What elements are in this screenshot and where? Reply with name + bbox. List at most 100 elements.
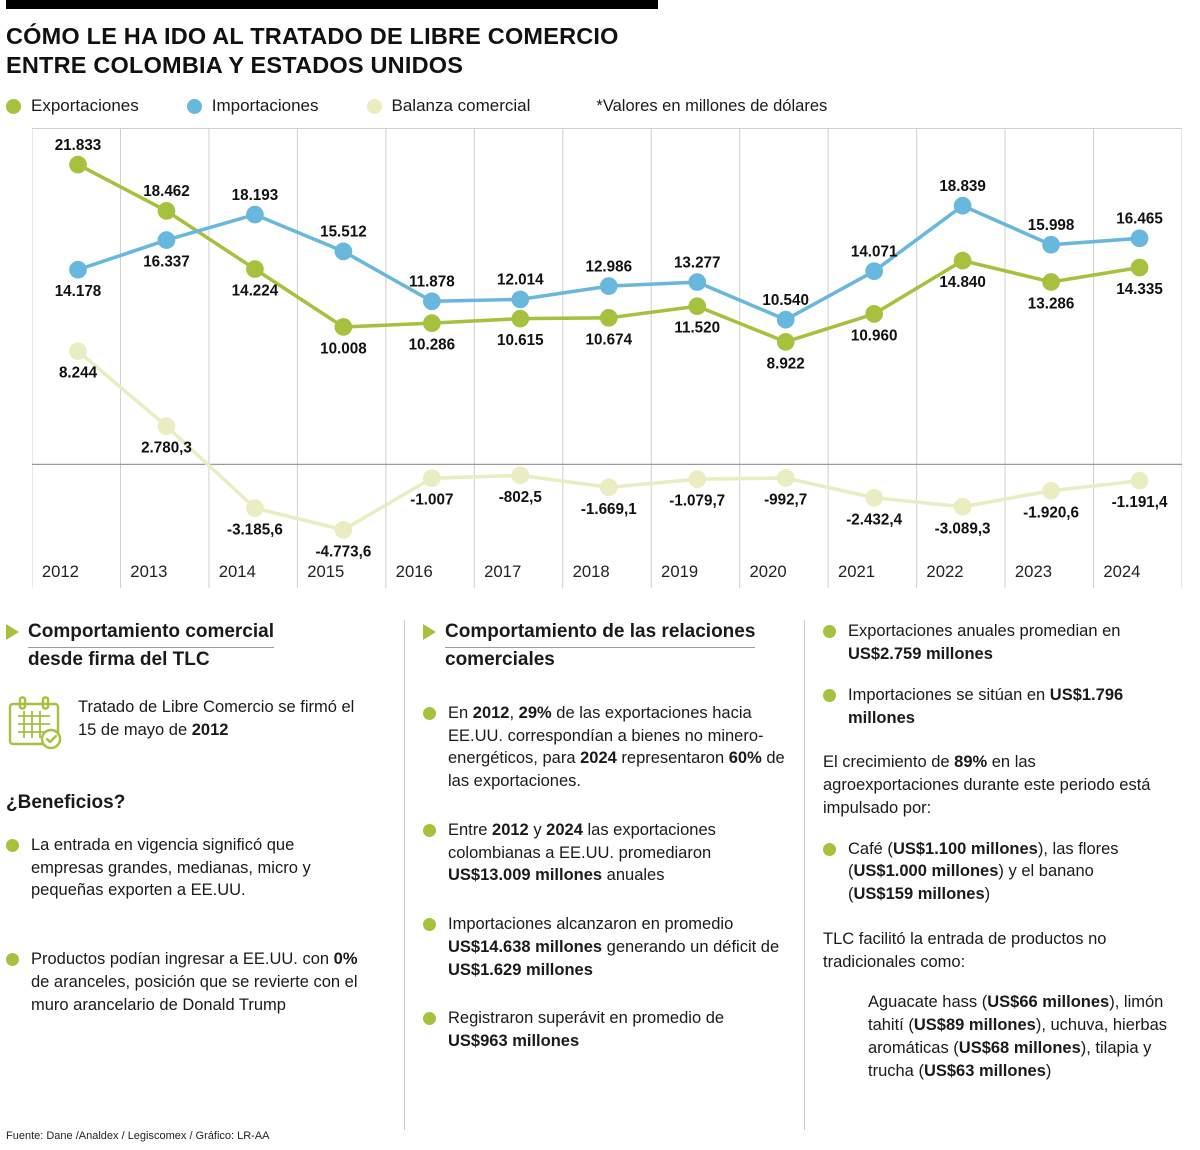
svg-text:8.244: 8.244 (59, 365, 98, 382)
svg-text:2013: 2013 (130, 562, 167, 581)
legend-item-exportaciones: Exportaciones (6, 96, 139, 116)
bullet-dot-icon (823, 688, 836, 702)
column-promedios-agro: Exportaciones anuales promedian en US$2.… (804, 620, 1188, 1130)
col1-title-line1: Comportamiento comercial (28, 620, 274, 648)
relations-text: Registraron superávit en promedio de US$… (448, 1009, 725, 1051)
svg-text:2023: 2023 (1015, 562, 1052, 581)
svg-text:14.071: 14.071 (851, 244, 898, 261)
bullet-dot-icon (423, 918, 436, 932)
svg-text:13.286: 13.286 (1028, 296, 1075, 313)
col2-title-line1: Comportamiento de las relaciones (445, 620, 756, 648)
benefit-item: Productos podían ingresar a EE.UU. con 0… (6, 948, 386, 1016)
legend-label-importaciones: Importaciones (211, 96, 319, 116)
svg-text:15.512: 15.512 (320, 224, 367, 241)
tlc-signing-text: Tratado de Libre Comercio se firmó el 15… (78, 697, 355, 739)
bullet-dot-icon (423, 1012, 436, 1026)
average-item: Exportaciones anuales promedian en US$2.… (823, 620, 1170, 666)
chart-legend: Exportaciones Importaciones Balanza come… (6, 96, 1188, 116)
svg-text:13.277: 13.277 (674, 255, 721, 272)
svg-text:-4.773,6: -4.773,6 (315, 544, 371, 561)
average-text: Exportaciones anuales promedian en US$2.… (848, 622, 1121, 663)
info-columns: Comportamiento comercial desde firma del… (6, 620, 1188, 1130)
balance-dot-icon (366, 98, 382, 114)
benefit-text: La entrada en vigencia significó que emp… (31, 835, 311, 900)
svg-text:10.286: 10.286 (409, 337, 456, 354)
col1-title-line2: desde firma del TLC (28, 648, 210, 670)
svg-text:-1.191,4: -1.191,4 (1112, 495, 1168, 512)
svg-text:-1.920,6: -1.920,6 (1023, 505, 1079, 522)
svg-text:18.193: 18.193 (232, 187, 279, 204)
svg-text:16.465: 16.465 (1116, 211, 1163, 228)
relations-text: En 2012, 29% de las exportaciones hacia … (448, 703, 785, 791)
svg-text:10.540: 10.540 (762, 292, 809, 309)
tlc-signing-note: Tratado de Libre Comercio se firmó el 15… (6, 696, 386, 750)
svg-text:18.839: 18.839 (939, 178, 986, 195)
page-title: CÓMO LE HA IDO AL TRATADO DE LIBRE COMER… (6, 22, 1188, 80)
page-title-line1: CÓMO LE HA IDO AL TRATADO DE LIBRE COMER… (6, 23, 619, 49)
bullet-dot-icon (823, 842, 836, 856)
svg-text:2014: 2014 (219, 562, 256, 581)
svg-text:-802,5: -802,5 (499, 489, 543, 506)
growth-text: Café (US$1.100 millones), las flores (US… (848, 839, 1119, 904)
bullet-dot-icon (423, 706, 436, 720)
svg-text:2.780,3: 2.780,3 (141, 440, 192, 457)
svg-text:-3.089,3: -3.089,3 (935, 521, 991, 538)
svg-text:2019: 2019 (661, 562, 698, 581)
svg-text:14.178: 14.178 (55, 283, 102, 300)
svg-text:10.615: 10.615 (497, 332, 544, 349)
average-text: Importaciones se sitúan en US$1.796 mill… (848, 685, 1124, 727)
svg-text:-1.007: -1.007 (410, 492, 453, 509)
col1-title: Comportamiento comercial desde firma del… (28, 620, 274, 672)
svg-text:10.008: 10.008 (320, 341, 367, 358)
svg-text:15.998: 15.998 (1028, 217, 1075, 234)
svg-text:10.960: 10.960 (851, 328, 898, 345)
benefit-text: Productos podían ingresar a EE.UU. con 0… (31, 950, 358, 1014)
trade-line-chart: 2012 2013 2014 2015 2016 2017 2018 2019 2020 2021… (32, 128, 1182, 590)
relations-item: Importaciones alcanzaron en promedio US$… (423, 913, 786, 981)
svg-text:2018: 2018 (573, 562, 610, 581)
svg-text:10.674: 10.674 (585, 332, 632, 349)
col2-title: Comportamiento de las relaciones comerci… (445, 620, 756, 672)
average-item: Importaciones se sitúan en US$1.796 mill… (823, 684, 1170, 730)
bullet-dot-icon (823, 625, 836, 639)
benefit-item: La entrada en vigencia significó que emp… (6, 834, 386, 902)
svg-text:-992,7: -992,7 (764, 492, 807, 509)
svg-text:18.462: 18.462 (143, 183, 190, 200)
col1-header: Comportamiento comercial desde firma del… (6, 620, 386, 672)
svg-text:2024: 2024 (1103, 562, 1140, 581)
relations-item: Entre 2012 y 2024 las exportaciones colo… (423, 819, 786, 887)
svg-text:2017: 2017 (484, 562, 521, 581)
triangle-bullet-icon (6, 624, 19, 641)
bullet-dot-icon (423, 823, 436, 837)
imports-dot-icon (186, 98, 202, 114)
svg-text:12.014: 12.014 (497, 272, 544, 289)
svg-text:2016: 2016 (396, 562, 433, 581)
relations-item: En 2012, 29% de las exportaciones hacia … (423, 702, 786, 793)
svg-text:12.986: 12.986 (585, 259, 632, 276)
column-comportamiento-comercial: Comportamiento comercial desde firma del… (6, 620, 404, 1130)
source-credit: Fuente: Dane /Analdex / Legiscomex / Grá… (6, 1130, 270, 1142)
relations-text: Importaciones alcanzaron en promedio US$… (448, 915, 780, 979)
svg-text:14.335: 14.335 (1116, 281, 1163, 298)
svg-text:8.922: 8.922 (767, 356, 805, 373)
svg-text:2012: 2012 (42, 562, 79, 581)
legend-label-balanza: Balanza comercial (391, 96, 531, 116)
growth-intro-text: El crecimiento de 89% en las agroexporta… (823, 753, 1151, 817)
svg-text:2020: 2020 (750, 562, 787, 581)
col2-title-line2: comerciales (445, 648, 555, 670)
legend-item-importaciones: Importaciones (186, 96, 319, 116)
tlc-detail-text: Aguacate hass (US$66 millones), limón ta… (868, 993, 1167, 1080)
triangle-bullet-icon (423, 624, 436, 641)
exports-dot-icon (6, 98, 21, 114)
svg-text:14.224: 14.224 (232, 283, 279, 300)
bullet-dot-icon (6, 953, 19, 967)
svg-text:-2.432,4: -2.432,4 (846, 512, 902, 529)
svg-text:2015: 2015 (307, 562, 344, 581)
col2-header: Comportamiento de las relaciones comerci… (423, 620, 786, 672)
column-relaciones-comerciales: Comportamiento de las relaciones comerci… (404, 620, 804, 1130)
relations-item: Registraron superávit en promedio de US$… (423, 1007, 786, 1053)
calendar-icon (8, 696, 62, 750)
svg-text:11.878: 11.878 (409, 274, 455, 291)
svg-text:2021: 2021 (838, 562, 875, 581)
